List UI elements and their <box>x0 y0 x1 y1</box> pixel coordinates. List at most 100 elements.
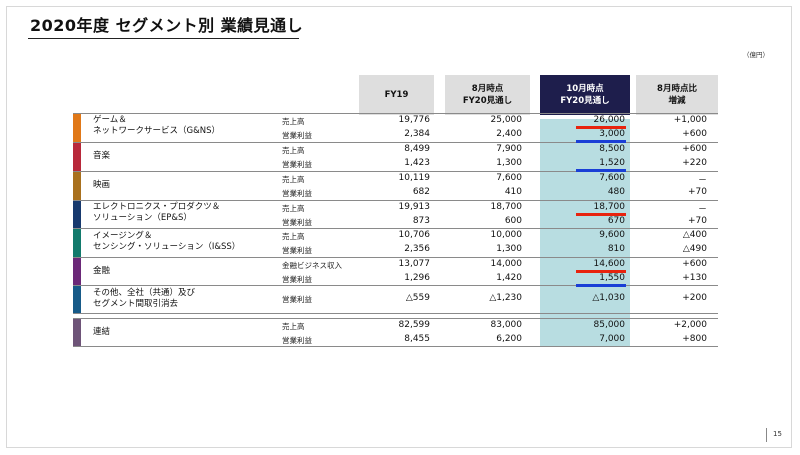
segment-name-other: その他、全社（共通）及び セグメント間取引消去 <box>93 288 195 310</box>
value-diff: +600 <box>682 129 707 139</box>
metric-label: 営業利益 <box>282 189 312 198</box>
row-divider <box>73 318 718 319</box>
value-oct: 480 <box>607 187 625 197</box>
metric-label: 営業利益 <box>282 246 312 255</box>
value-aug: 14,000 <box>490 259 523 269</box>
value-oct: 14,600 <box>593 259 626 269</box>
segment-name-line1: ゲーム＆ <box>93 115 127 125</box>
value-aug: 1,300 <box>496 244 522 254</box>
metric-label: 営業利益 <box>282 275 312 284</box>
segment-name-line1: イメージング＆ <box>93 231 153 241</box>
segment-name-line2: ソリューション（EP&S） <box>93 213 192 223</box>
value-diff: △490 <box>682 244 707 254</box>
header-aug-forecast: 8月時点 FY20見通し <box>445 75 530 115</box>
value-oct: 670 <box>607 216 625 226</box>
value-fy19: 682 <box>412 187 430 197</box>
metric-label: 営業利益 <box>282 218 312 227</box>
emphasis-underline-blue <box>576 169 626 172</box>
header-oct-line1: 10月時点 <box>566 84 604 94</box>
segment-bar-movie <box>73 171 81 200</box>
value-aug: 10,000 <box>490 230 523 240</box>
row-divider <box>73 346 718 347</box>
value-aug: 7,900 <box>496 144 522 154</box>
metric-label: 営業利益 <box>282 160 312 169</box>
value-fy19: 873 <box>412 216 430 226</box>
value-fy19: 13,077 <box>398 259 431 269</box>
segment-bar-finance <box>73 257 81 285</box>
page-number: 15 <box>773 430 782 438</box>
value-aug: 18,700 <box>490 202 523 212</box>
value-oct: 9,600 <box>599 230 625 240</box>
value-diff: +200 <box>682 293 707 303</box>
segment-bar-gns <box>73 113 81 142</box>
segment-name-music: 音楽 <box>93 151 111 161</box>
segment-bar-iss <box>73 228 81 257</box>
segment-bar-epns <box>73 200 81 228</box>
value-oct: 7,000 <box>599 334 625 344</box>
value-fy19: 1,296 <box>404 273 430 283</box>
value-fy19: 82,599 <box>398 320 431 330</box>
row-divider <box>73 113 718 114</box>
value-oct: 1,550 <box>599 273 625 283</box>
title-underline <box>28 38 299 39</box>
header-diff: 8月時点比 増減 <box>636 75 718 115</box>
header-diff-line1: 8月時点比 <box>657 84 697 94</box>
value-fy19: 10,706 <box>398 230 431 240</box>
emphasis-underline-red <box>576 126 626 129</box>
value-oct: 7,600 <box>599 173 625 183</box>
value-diff: +70 <box>688 187 707 197</box>
value-oct: 18,700 <box>593 202 626 212</box>
header-diff-line2: 増減 <box>668 96 686 106</box>
page-title: 2020年度 セグメント別 業績見通し <box>30 16 304 35</box>
segment-bar-other <box>73 285 81 313</box>
value-aug: 7,600 <box>496 173 522 183</box>
metric-label: 売上高 <box>282 204 305 213</box>
value-diff: +2,000 <box>673 320 707 330</box>
metric-label: 営業利益 <box>282 131 312 140</box>
row-divider <box>73 142 718 143</box>
segment-name-epns: エレクトロニクス・プロダクツ＆ ソリューション（EP&S） <box>93 202 220 224</box>
header-aug-line1: 8月時点 <box>471 84 504 94</box>
value-fy19: △559 <box>405 293 430 303</box>
value-oct: 1,520 <box>599 158 625 168</box>
header-oct-line2: FY20見通し <box>560 96 610 106</box>
value-diff: +600 <box>682 259 707 269</box>
row-divider <box>73 171 718 172</box>
metric-label: 金融ビジネス収入 <box>282 261 342 270</box>
segment-bar-music <box>73 142 81 171</box>
value-fy19: 8,455 <box>404 334 430 344</box>
value-aug: 410 <box>504 187 522 197</box>
emphasis-underline-red <box>576 270 626 273</box>
metric-label: 営業利益 <box>282 295 312 304</box>
value-oct: △1,030 <box>592 293 625 303</box>
segment-name-movie: 映画 <box>93 180 111 190</box>
value-fy19: 2,384 <box>404 129 430 139</box>
oct-column-highlight <box>540 119 630 346</box>
segment-name-gns: ゲーム＆ ネットワークサービス（G&NS） <box>93 115 220 137</box>
segment-name-line1: エレクトロニクス・プロダクツ＆ <box>93 202 221 212</box>
segment-bar-consolidated <box>73 318 81 346</box>
value-aug: 1,420 <box>496 273 522 283</box>
unit-note: （億円） <box>743 51 769 59</box>
value-fy19: 10,119 <box>398 173 431 183</box>
value-aug: 83,000 <box>490 320 523 330</box>
value-diff: +600 <box>682 144 707 154</box>
segment-name-line1: その他、全社（共通）及び <box>93 288 196 298</box>
value-fy19: 1,423 <box>404 158 430 168</box>
value-oct: 3,000 <box>599 129 625 139</box>
row-divider <box>73 257 718 258</box>
value-diff: － <box>697 205 707 215</box>
value-aug: 2,400 <box>496 129 522 139</box>
value-diff: +800 <box>682 334 707 344</box>
value-diff: +130 <box>682 273 707 283</box>
header-fy19: FY19 <box>359 75 434 115</box>
segment-name-finance: 金融 <box>93 266 111 276</box>
value-aug: △1,230 <box>489 293 522 303</box>
value-fy19: 8,499 <box>404 144 430 154</box>
value-diff: +1,000 <box>673 115 707 125</box>
value-oct: 8,500 <box>599 144 625 154</box>
value-oct: 26,000 <box>593 115 626 125</box>
value-diff: － <box>697 176 707 186</box>
value-diff: +220 <box>682 158 707 168</box>
metric-label: 売上高 <box>282 146 305 155</box>
